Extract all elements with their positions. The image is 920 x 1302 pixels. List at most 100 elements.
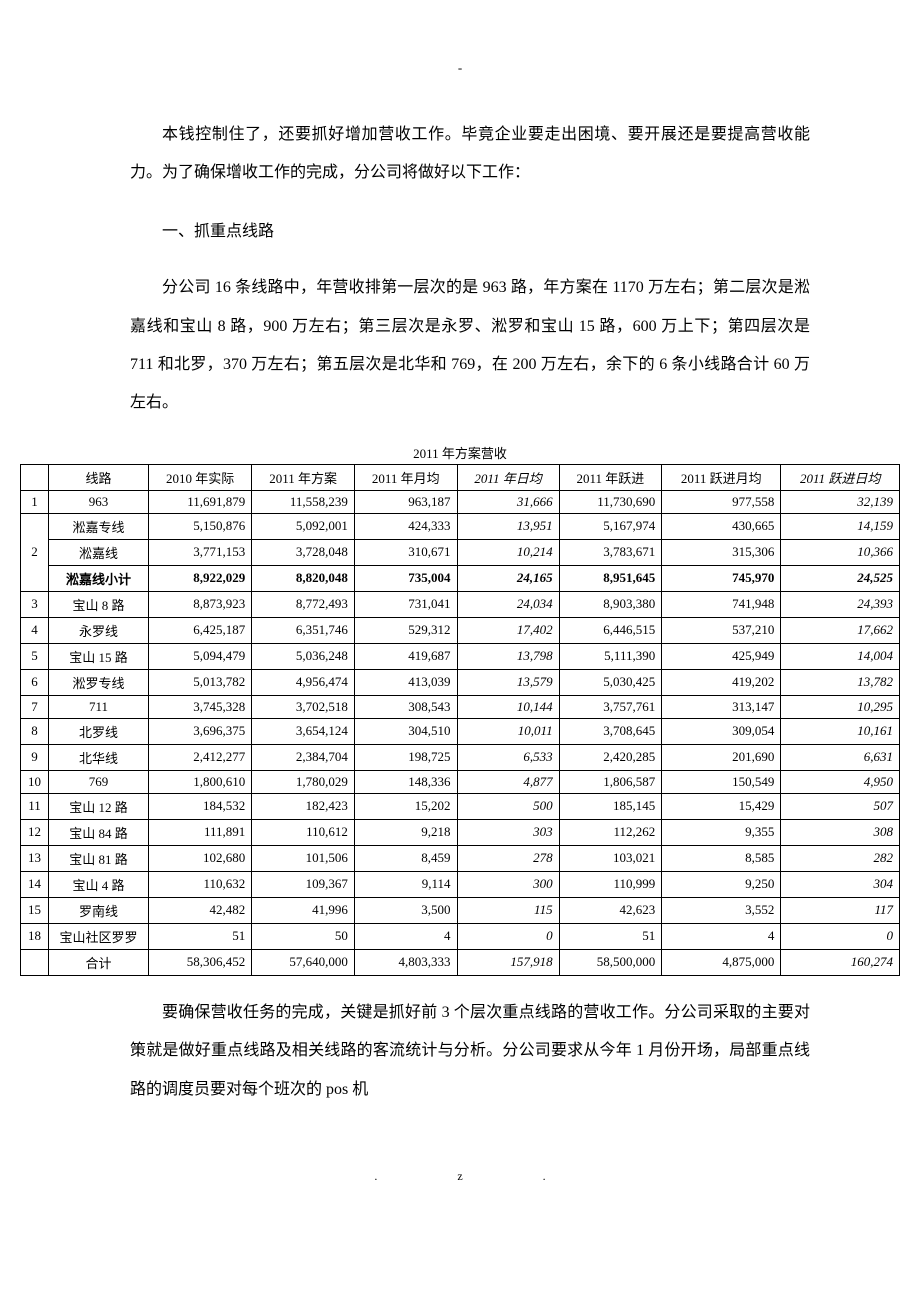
cell-value: 745,970: [662, 565, 781, 591]
cell-value: 2,384,704: [252, 744, 355, 770]
table-row: 4永罗线6,425,1876,351,746529,31217,4026,446…: [21, 617, 900, 643]
cell-value: 4,956,474: [252, 669, 355, 695]
cell-value: 10,214: [457, 539, 559, 565]
table-row: 6淞罗专线5,013,7824,956,474413,03913,5795,03…: [21, 669, 900, 695]
cell-value: 201,690: [662, 744, 781, 770]
row-index: 3: [21, 591, 49, 617]
cell-value: 198,725: [354, 744, 457, 770]
row-index: 9: [21, 744, 49, 770]
cell-value: 500: [457, 793, 559, 819]
table-row: 3宝山 8 路8,873,9238,772,493731,04124,0348,…: [21, 591, 900, 617]
cell-value: 3,500: [354, 897, 457, 923]
row-index: [21, 949, 49, 975]
cell-value: 24,034: [457, 591, 559, 617]
cell-value: 303: [457, 819, 559, 845]
cell-value: 15,429: [662, 793, 781, 819]
route-name: 宝山 8 路: [49, 591, 149, 617]
col-header: 2011 跃进月均: [662, 464, 781, 490]
cell-value: 4: [354, 923, 457, 949]
col-header: 2011 年月均: [354, 464, 457, 490]
cell-value: 308,543: [354, 695, 457, 718]
col-header: 2010 年实际: [149, 464, 252, 490]
page-footer: .z.: [20, 1169, 900, 1184]
cell-value: 4,803,333: [354, 949, 457, 975]
table-row: 107691,800,6101,780,029148,3364,8771,806…: [21, 770, 900, 793]
col-header: 线路: [49, 464, 149, 490]
cell-value: 110,612: [252, 819, 355, 845]
row-index: 15: [21, 897, 49, 923]
paragraph-route-layers: 分公司 16 条线路中，年营收排第一层次的是 963 路，年方案在 1170 万…: [20, 269, 900, 423]
route-name: 宝山 81 路: [49, 845, 149, 871]
cell-value: 42,482: [149, 897, 252, 923]
cell-value: 3,771,153: [149, 539, 252, 565]
cell-value: 10,011: [457, 718, 559, 744]
section-heading-1: 一、抓重点线路: [20, 213, 900, 251]
route-name: 合计: [49, 949, 149, 975]
table-row: 11宝山 12 路184,532182,42315,202500185,1451…: [21, 793, 900, 819]
route-name: 宝山社区罗罗: [49, 923, 149, 949]
cell-value: 278: [457, 845, 559, 871]
cell-value: 57,640,000: [252, 949, 355, 975]
table-row: 14宝山 4 路110,632109,3679,114300110,9999,2…: [21, 871, 900, 897]
cell-value: 741,948: [662, 591, 781, 617]
cell-value: 109,367: [252, 871, 355, 897]
cell-value: 17,402: [457, 617, 559, 643]
cell-value: 282: [781, 845, 900, 871]
table-row: 12宝山 84 路111,891110,6129,218303112,2629,…: [21, 819, 900, 845]
cell-value: 185,145: [559, 793, 662, 819]
cell-value: 310,671: [354, 539, 457, 565]
cell-value: 9,114: [354, 871, 457, 897]
table-row: 77113,745,3283,702,518308,54310,1443,757…: [21, 695, 900, 718]
route-name: 宝山 4 路: [49, 871, 149, 897]
cell-value: 42,623: [559, 897, 662, 923]
row-index: 2: [21, 513, 49, 591]
route-name: 北华线: [49, 744, 149, 770]
cell-value: 3,728,048: [252, 539, 355, 565]
cell-value: 14,004: [781, 643, 900, 669]
cell-value: 11,558,239: [252, 490, 355, 513]
cell-value: 8,459: [354, 845, 457, 871]
cell-value: 1,780,029: [252, 770, 355, 793]
cell-value: 103,021: [559, 845, 662, 871]
route-name: 711: [49, 695, 149, 718]
cell-value: 977,558: [662, 490, 781, 513]
cell-value: 413,039: [354, 669, 457, 695]
cell-value: 17,662: [781, 617, 900, 643]
cell-value: 5,092,001: [252, 513, 355, 539]
cell-value: 963,187: [354, 490, 457, 513]
cell-value: 13,798: [457, 643, 559, 669]
route-name: 769: [49, 770, 149, 793]
cell-value: 11,730,690: [559, 490, 662, 513]
cell-value: 10,295: [781, 695, 900, 718]
cell-value: 2,412,277: [149, 744, 252, 770]
row-index: 18: [21, 923, 49, 949]
table-row: 9北华线2,412,2772,384,704198,7256,5332,420,…: [21, 744, 900, 770]
table-title: 2011 年方案营收: [20, 443, 900, 462]
cell-value: 41,996: [252, 897, 355, 923]
cell-value: 731,041: [354, 591, 457, 617]
route-name: 永罗线: [49, 617, 149, 643]
route-name: 宝山 84 路: [49, 819, 149, 845]
cell-value: 182,423: [252, 793, 355, 819]
cell-value: 50: [252, 923, 355, 949]
cell-value: 3,745,328: [149, 695, 252, 718]
route-name: 宝山 15 路: [49, 643, 149, 669]
cell-value: 6,446,515: [559, 617, 662, 643]
cell-value: 15,202: [354, 793, 457, 819]
cell-value: 117: [781, 897, 900, 923]
cell-value: 6,631: [781, 744, 900, 770]
route-name: 淞嘉线小计: [49, 565, 149, 591]
cell-value: 419,202: [662, 669, 781, 695]
row-index: 6: [21, 669, 49, 695]
cell-value: 58,306,452: [149, 949, 252, 975]
row-index: 12: [21, 819, 49, 845]
cell-value: 300: [457, 871, 559, 897]
cell-value: 309,054: [662, 718, 781, 744]
cell-value: 9,355: [662, 819, 781, 845]
row-index: 5: [21, 643, 49, 669]
cell-value: 110,999: [559, 871, 662, 897]
top-dash: -: [20, 60, 900, 76]
cell-value: 5,167,974: [559, 513, 662, 539]
col-header: 2011 年方案: [252, 464, 355, 490]
cell-value: 8,922,029: [149, 565, 252, 591]
